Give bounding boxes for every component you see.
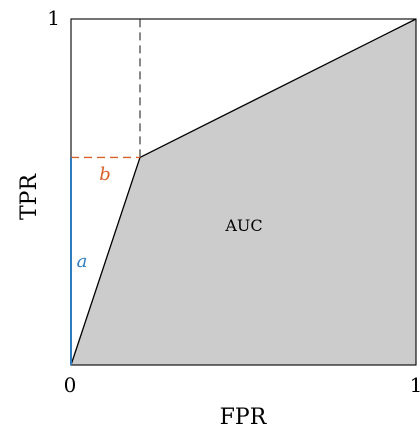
auc-label: AUC bbox=[224, 216, 262, 235]
segment-b-label: b bbox=[99, 164, 111, 185]
y-axis-label: TPR bbox=[17, 173, 42, 220]
y-tick-1: 1 bbox=[47, 6, 60, 30]
auc-area bbox=[71, 19, 416, 365]
x-tick-1: 1 bbox=[410, 373, 420, 397]
x-axis-label: FPR bbox=[220, 405, 268, 430]
segment-a-label: a bbox=[77, 251, 88, 272]
x-tick-0: 0 bbox=[64, 373, 77, 397]
